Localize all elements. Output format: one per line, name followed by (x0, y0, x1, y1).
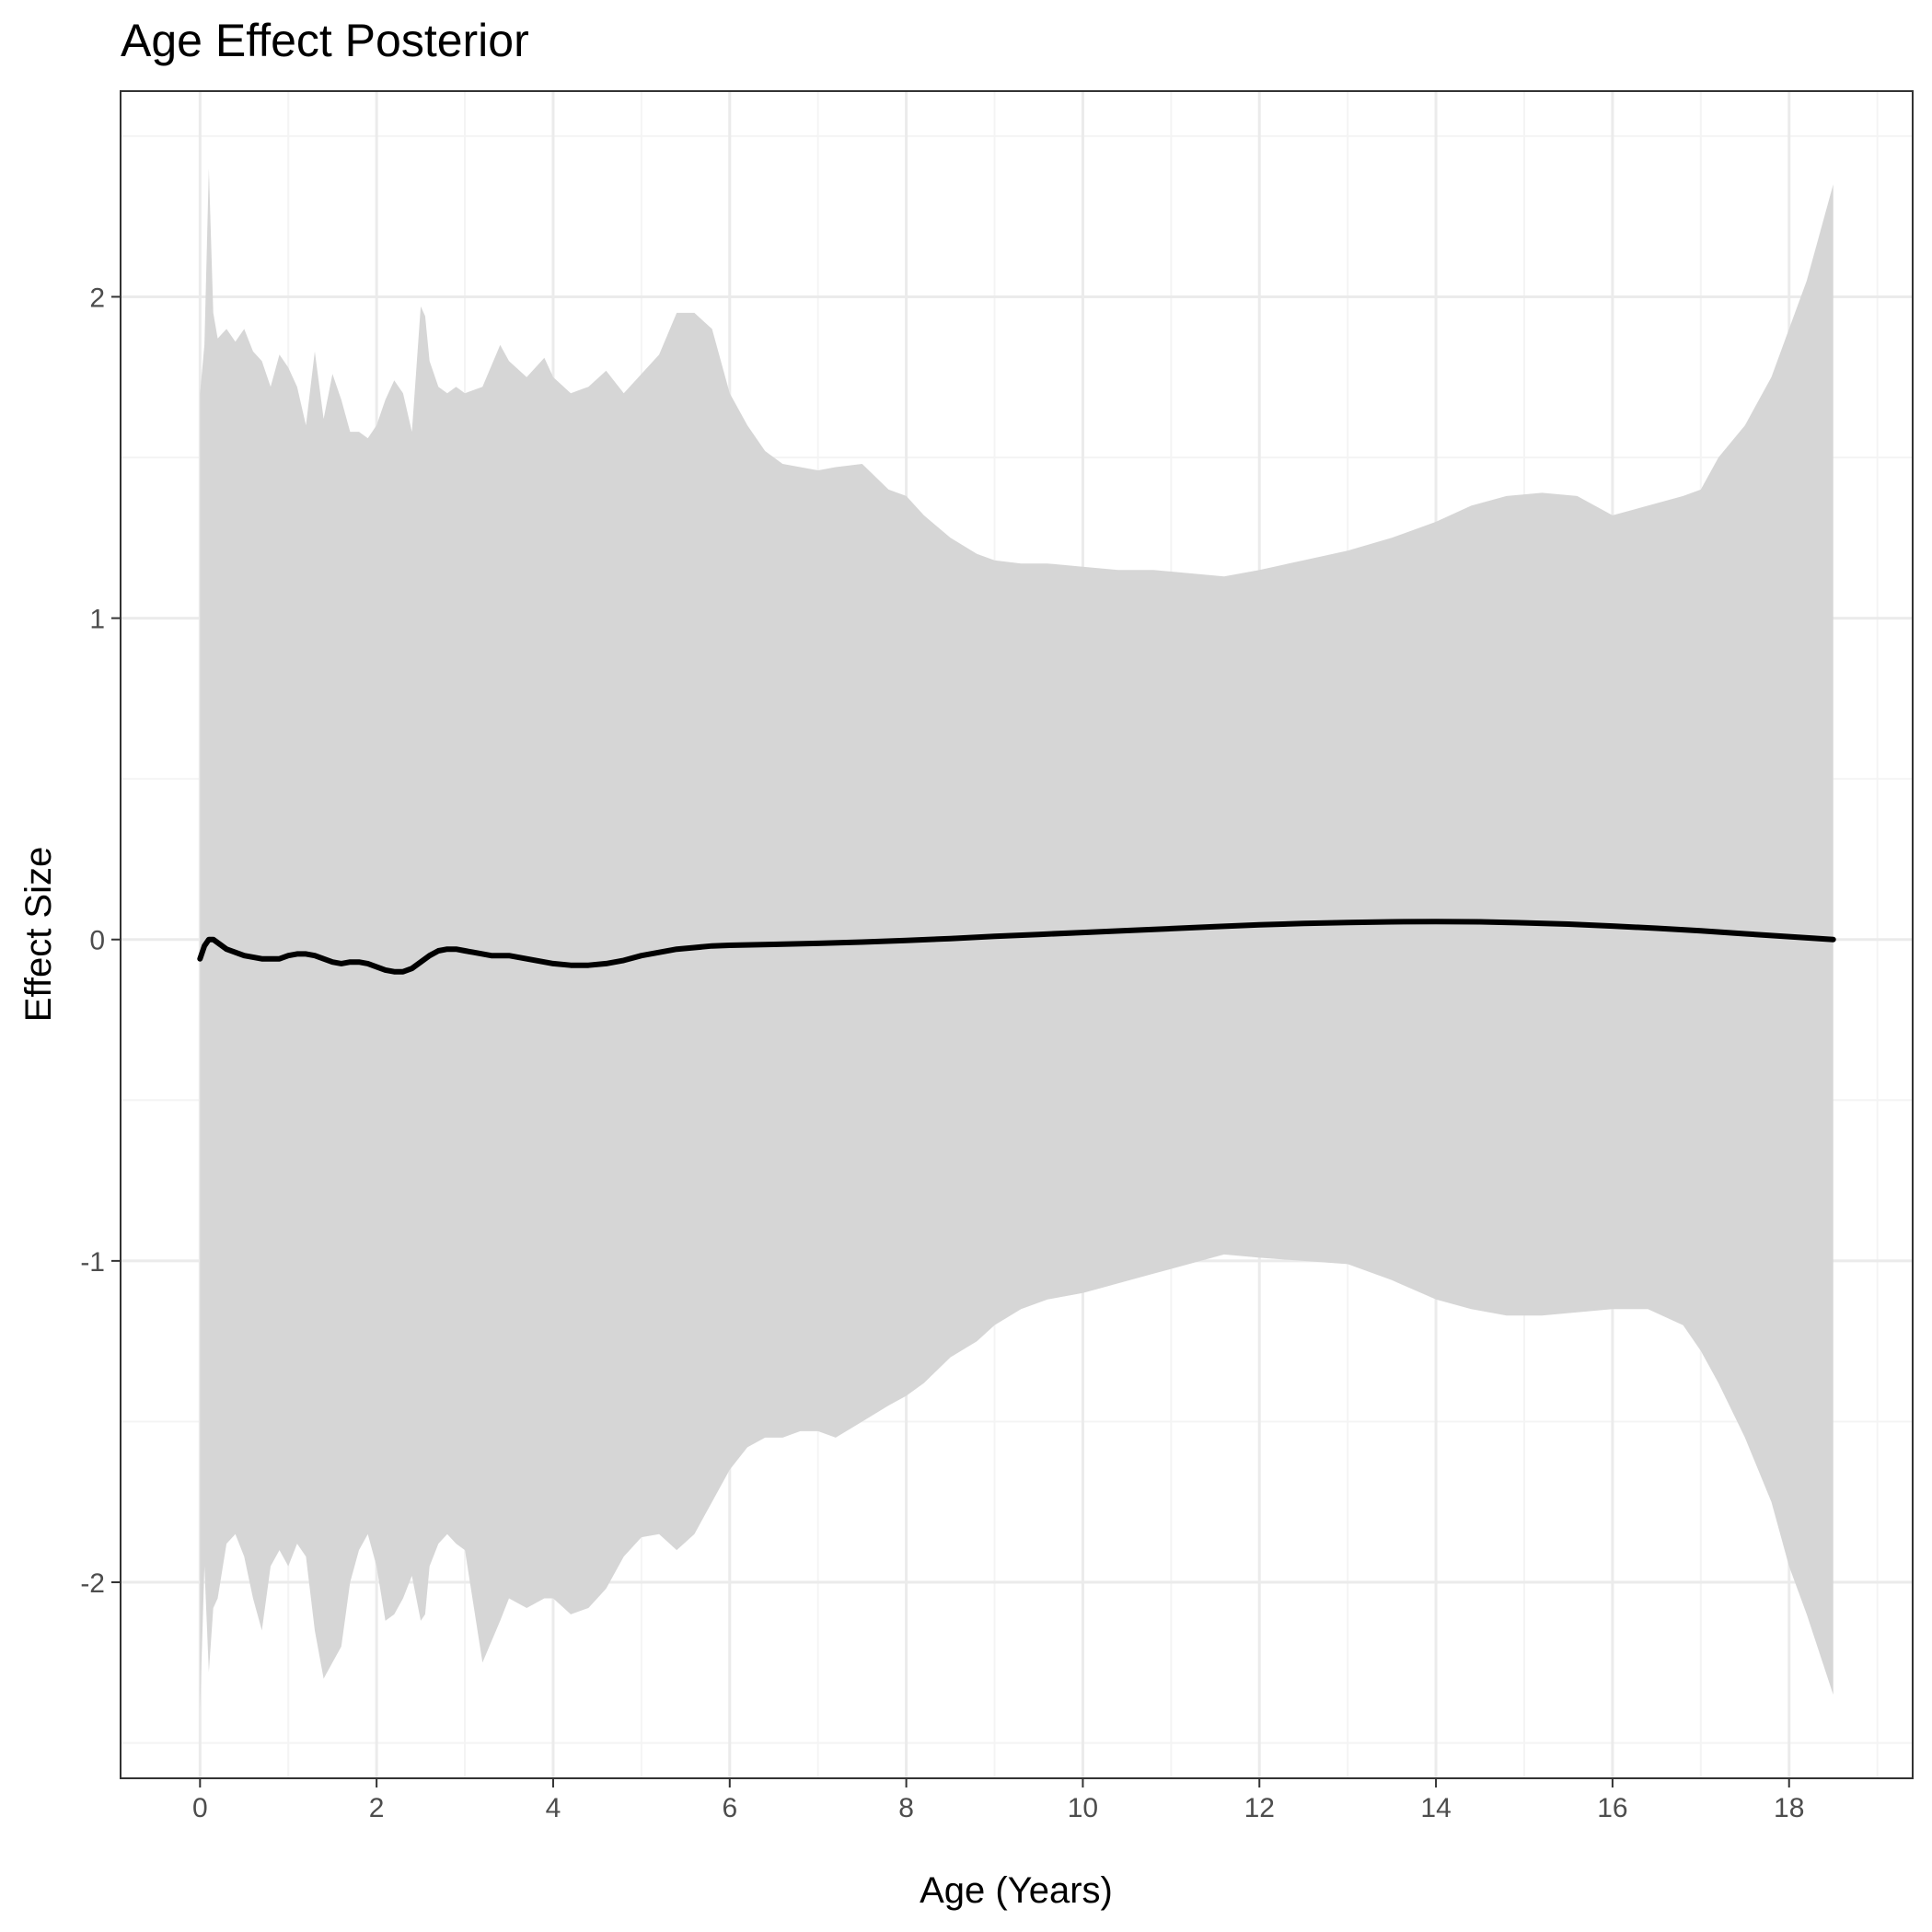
x-tick-label-0: 0 (192, 1793, 208, 1823)
y-tick-label-3: 1 (89, 605, 105, 635)
y-axis: -2 -1 0 1 2 (80, 283, 121, 1599)
x-tick-label-2: 4 (546, 1793, 561, 1823)
x-tick-label-7: 14 (1420, 1793, 1451, 1823)
x-tick-label-3: 6 (722, 1793, 737, 1823)
x-axis: 0 2 4 6 8 10 12 14 16 18 (192, 1778, 1804, 1823)
y-tick-label-0: -2 (80, 1568, 105, 1599)
x-tick-label-5: 10 (1068, 1793, 1098, 1823)
posterior-mean-line (197, 919, 1836, 975)
y-axis-title: Effect Size (18, 847, 59, 1022)
y-tick-label-4: 2 (89, 283, 105, 313)
panel-border (120, 90, 1914, 1779)
x-tick-label-4: 8 (898, 1793, 914, 1823)
credible-interval-band (200, 168, 1834, 1711)
x-tick-label-6: 12 (1244, 1793, 1275, 1823)
y-tick-label-1: -1 (80, 1247, 105, 1278)
x-tick-label-8: 16 (1597, 1793, 1627, 1823)
x-axis-title: Age (Years) (920, 1870, 1113, 1911)
x-tick-label-9: 18 (1774, 1793, 1804, 1823)
chart-title: Age Effect Posterior (121, 15, 529, 66)
y-tick-label-2: 0 (89, 926, 105, 956)
x-tick-label-1: 2 (369, 1793, 385, 1823)
